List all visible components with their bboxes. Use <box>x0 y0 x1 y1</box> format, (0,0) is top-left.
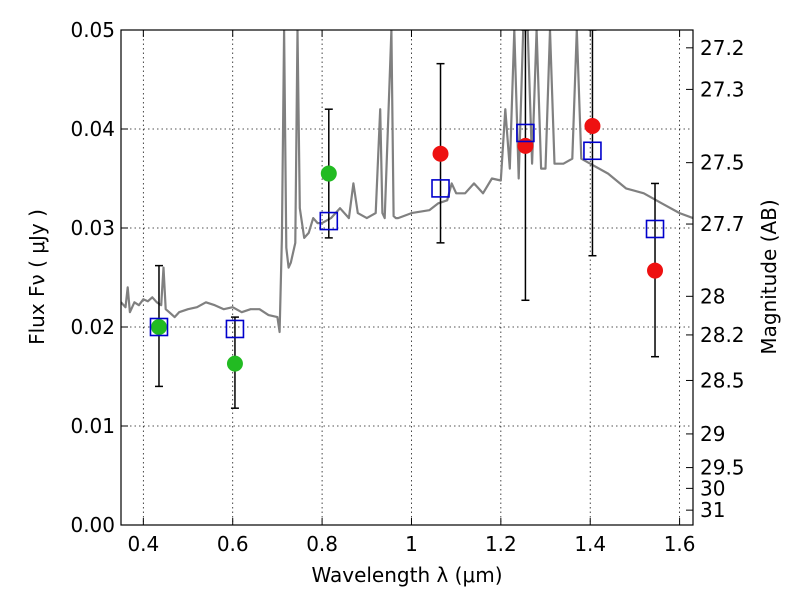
x-tick-label: 1 <box>405 532 418 556</box>
model-flux-square <box>516 123 535 143</box>
x-tick-label: 1.6 <box>664 532 696 556</box>
x-tick-label: 0.4 <box>127 532 159 556</box>
model-spectrum-line <box>121 30 693 334</box>
model-flux-square <box>431 179 450 198</box>
model-flux-square <box>319 211 339 231</box>
right-tick-label: 27.3 <box>700 77 745 101</box>
right-tick-label: 28.2 <box>700 323 745 347</box>
right-tick-label: 27.2 <box>700 36 745 60</box>
model-flux-square <box>645 219 665 239</box>
model-flux-square <box>583 141 602 161</box>
x-tick-label: 0.8 <box>306 532 338 556</box>
right-tick-label: 28.5 <box>700 368 745 392</box>
y-tick-label: 0.02 <box>70 315 115 339</box>
y-tick-label: 0.03 <box>70 216 115 240</box>
right-tick-label: 28 <box>700 284 725 308</box>
x-tick-label: 0.6 <box>217 532 249 556</box>
photometry-point <box>517 137 534 154</box>
x-tick-label: 1.2 <box>485 532 517 556</box>
right-tick-label: 30 <box>700 476 725 500</box>
photometry-point <box>432 145 449 162</box>
right-tick-label: 31 <box>700 498 725 522</box>
x-axis-label: Wavelength λ (μm) <box>311 563 502 587</box>
y-tick-label: 0.00 <box>70 513 115 537</box>
y-axis-label: Flux Fν ( μJy ) <box>25 209 49 345</box>
y-tick-label: 0.05 <box>70 18 115 42</box>
model-flux-square <box>225 319 245 339</box>
photometry-point <box>150 319 167 335</box>
series-layer <box>121 30 693 409</box>
x-tick-label: 1.4 <box>574 532 606 556</box>
right-tick-label: 27.5 <box>700 151 745 175</box>
grid <box>121 29 693 526</box>
photometry-point <box>226 355 243 372</box>
y-tick-label: 0.01 <box>70 414 115 438</box>
right-tick-label: 29.5 <box>700 456 745 480</box>
right-axis-label: Magnitude (AB) <box>757 199 781 354</box>
right-tick-label: 29 <box>700 422 725 446</box>
y-tick-label: 0.04 <box>70 117 115 141</box>
photometry-point <box>584 118 601 135</box>
tick-labels: 0.4 0.6 0.8 1 1.2 1.4 1.6 0.00 0.01 0.02 0.03 0.04 0… <box>70 18 744 556</box>
photometry-point <box>647 262 664 279</box>
photometry-point <box>320 165 337 182</box>
ticks <box>121 29 693 526</box>
model-flux-square <box>149 317 169 337</box>
plot-area <box>121 30 693 409</box>
right-tick-label: 27.7 <box>700 212 745 236</box>
plot-frame <box>120 29 694 526</box>
